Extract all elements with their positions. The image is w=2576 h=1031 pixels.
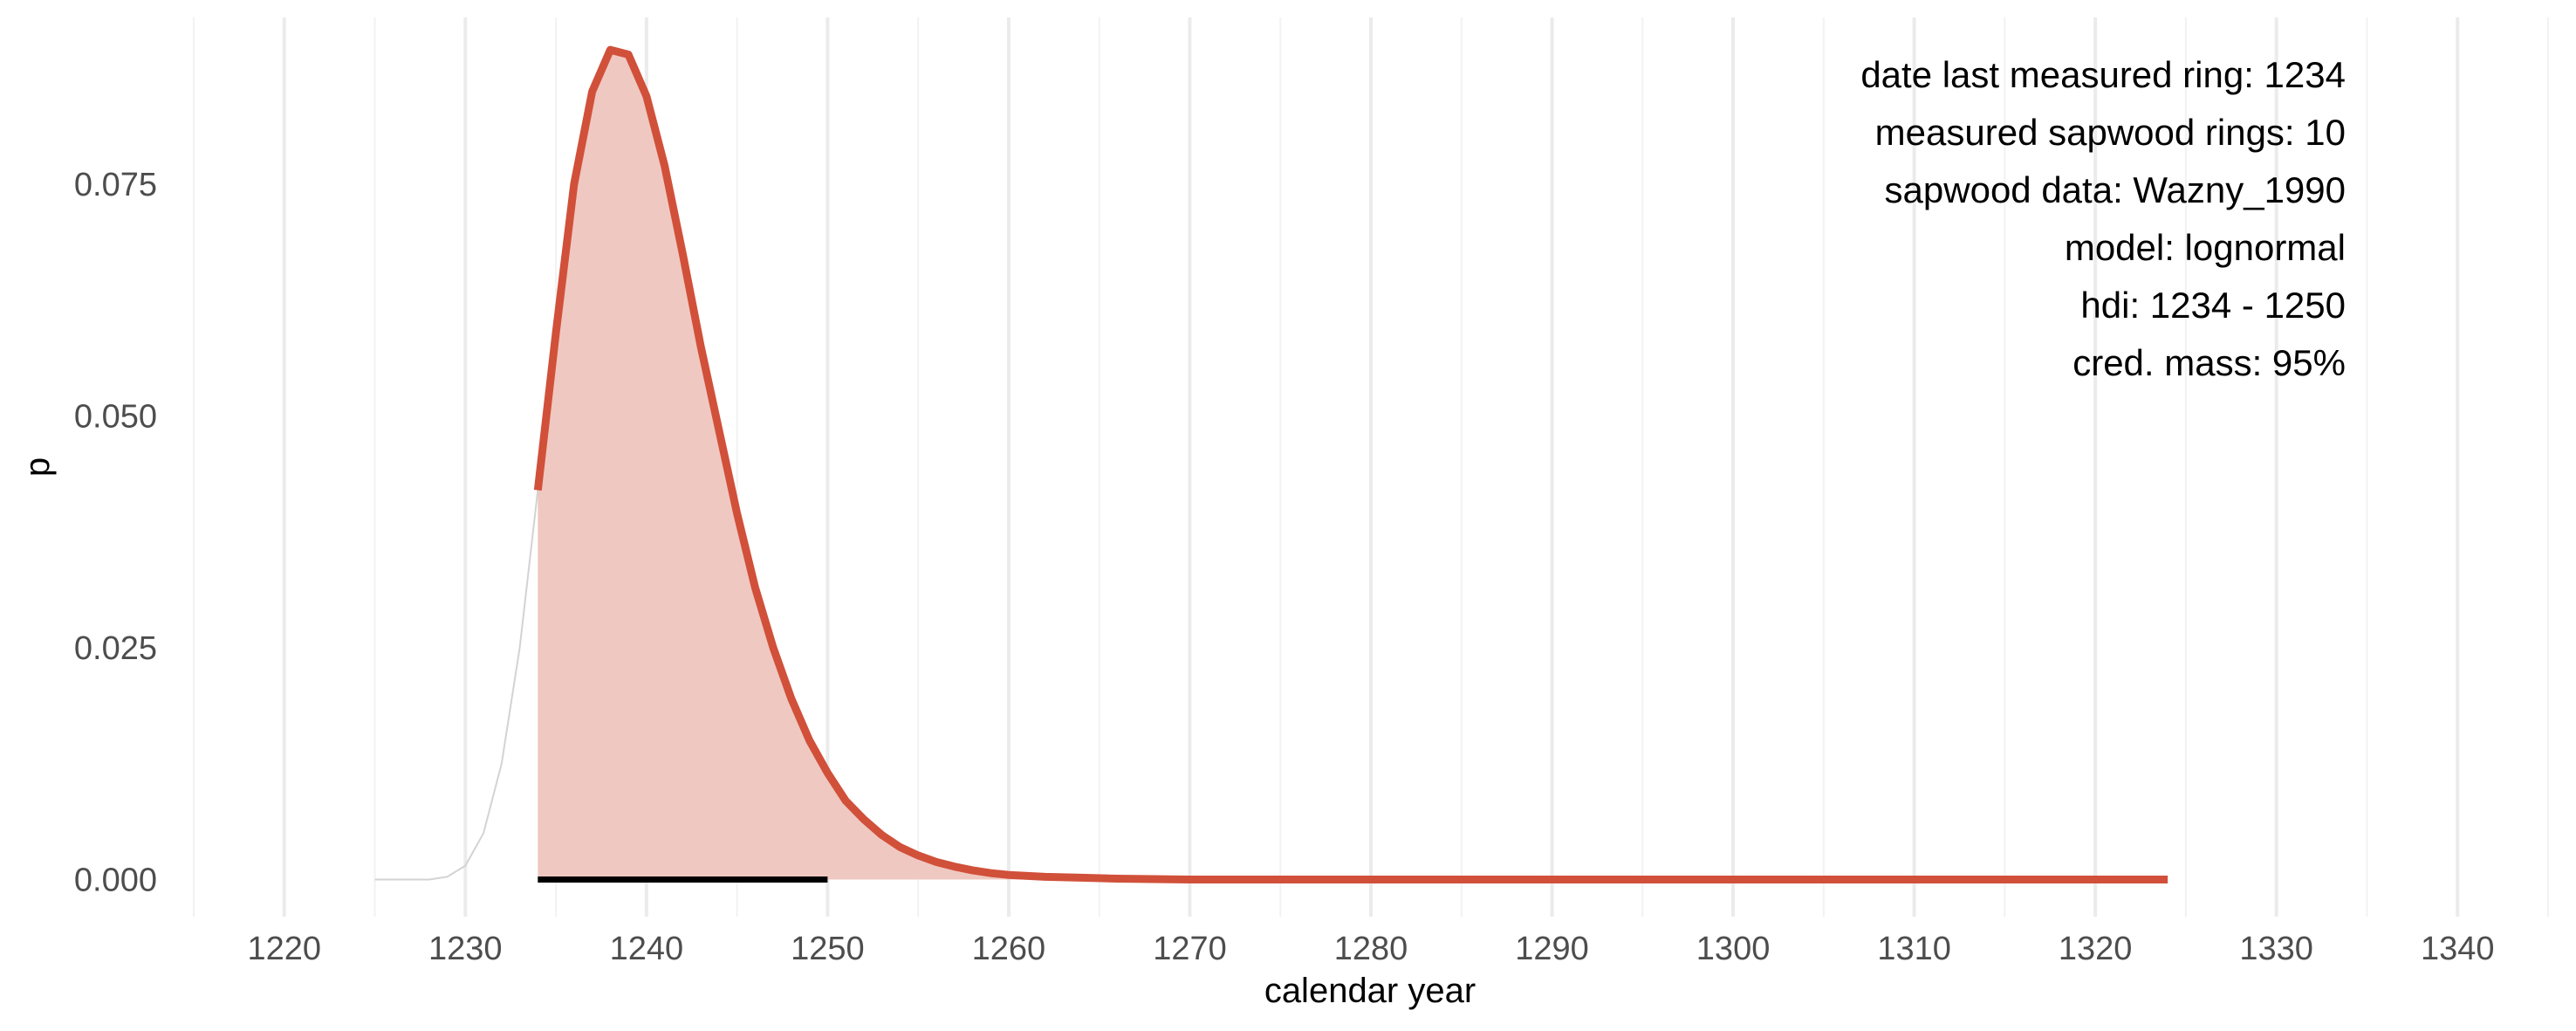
x-tick-label: 1330 xyxy=(2239,931,2313,967)
x-tick-label: 1240 xyxy=(610,931,684,967)
x-tick-label: 1340 xyxy=(2421,931,2495,967)
annotation-line: date last measured ring: 1234 xyxy=(1860,54,2346,95)
density-line xyxy=(533,45,2168,884)
y-tick-label: 0.050 xyxy=(74,399,157,436)
x-tick-label: 1250 xyxy=(791,931,865,967)
x-tick-label: 1300 xyxy=(1696,931,1771,967)
annotation-line: model: lognormal xyxy=(2065,227,2346,268)
x-tick-label: 1270 xyxy=(1153,931,1227,967)
x-tick-label: 1280 xyxy=(1334,931,1408,967)
density-area xyxy=(538,50,2168,880)
x-tick-label: 1290 xyxy=(1515,931,1589,967)
grid-lines xyxy=(193,17,2549,917)
density-area-layer xyxy=(538,50,2168,880)
annotation-line: sapwood data: Wazny_1990 xyxy=(1885,169,2346,210)
y-tick-label: 0.000 xyxy=(74,863,157,899)
x-tick-label: 1230 xyxy=(428,931,503,967)
annotation-line: cred. mass: 95% xyxy=(2072,342,2346,383)
x-axis-title: calendar year xyxy=(1264,972,1476,1010)
full-density-line xyxy=(374,490,539,881)
x-tick-label: 1220 xyxy=(247,931,321,967)
y-tick-label: 0.075 xyxy=(74,167,157,203)
x-tick-label: 1320 xyxy=(2059,931,2133,967)
density-line-layer xyxy=(374,45,2168,884)
annotation-line: hdi: 1234 - 1250 xyxy=(2080,285,2346,326)
annotation-block: date last measured ring: 1234 measured sa… xyxy=(1860,54,2346,383)
y-axis-title: p xyxy=(18,457,57,477)
x-tick-label: 1310 xyxy=(1877,931,1951,967)
tick-labels: 1220 1230 1240 1250 1260 1270 1280 1290 1300 1310… xyxy=(74,167,2495,967)
x-tick-label: 1260 xyxy=(972,931,1046,967)
y-tick-label: 0.025 xyxy=(74,630,157,667)
annotation-line: measured sapwood rings: 10 xyxy=(1875,112,2346,153)
